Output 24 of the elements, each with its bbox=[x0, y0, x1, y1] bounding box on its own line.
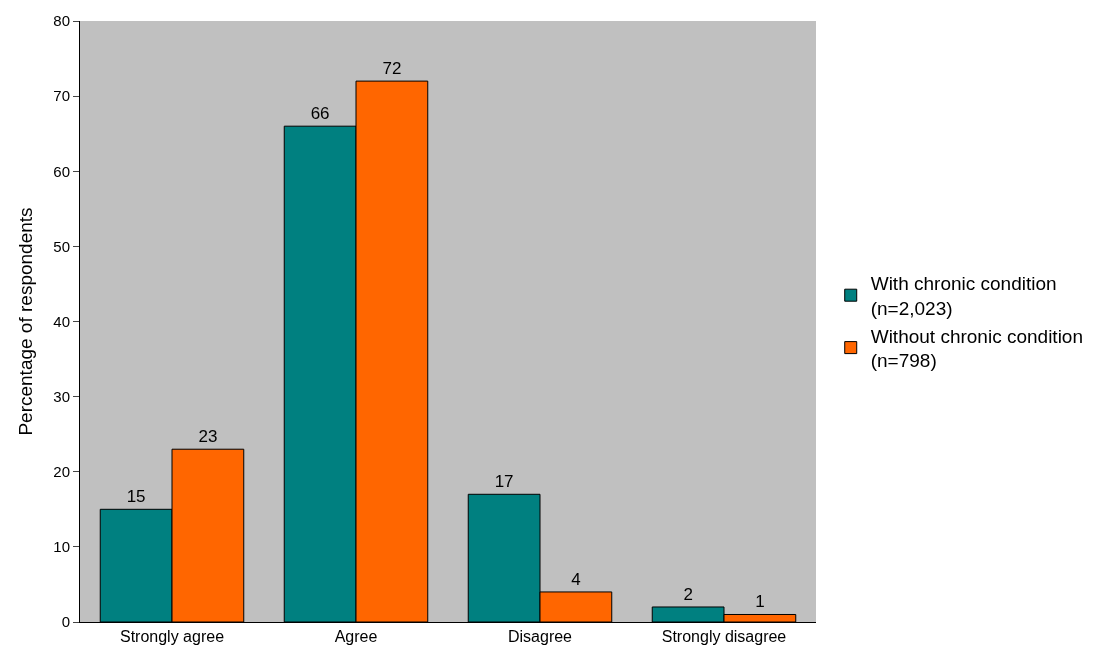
data-label: 4 bbox=[571, 569, 581, 589]
y-tick-label: 10 bbox=[53, 538, 70, 556]
data-label: 1 bbox=[755, 592, 765, 612]
legend-label: Without chronic condition (n=798) bbox=[870, 325, 1083, 372]
y-tick-label: 50 bbox=[53, 237, 70, 255]
data-label: 23 bbox=[198, 427, 218, 447]
x-tick-label: Disagree bbox=[507, 628, 573, 646]
x-tick-label: Strongly agree bbox=[119, 628, 225, 646]
y-tick-label: 80 bbox=[53, 12, 70, 30]
legend-label: With chronic condition (n=2,023) bbox=[870, 273, 1057, 319]
y-tick-label: 20 bbox=[53, 463, 70, 480]
data-label: 66 bbox=[310, 104, 330, 124]
y-tick-label: 40 bbox=[53, 312, 70, 330]
data-label: 15 bbox=[126, 487, 146, 507]
y-tick-label: 70 bbox=[53, 87, 70, 105]
y-axis-title: Percentage of respondents bbox=[15, 207, 37, 436]
y-tick-label: 60 bbox=[53, 162, 70, 180]
data-label: 72 bbox=[382, 59, 402, 79]
y-tick-label: 30 bbox=[53, 387, 70, 405]
data-label: 2 bbox=[683, 584, 693, 604]
y-tick-label: 0 bbox=[61, 613, 70, 631]
x-tick-label: Strongly disagree bbox=[661, 628, 787, 646]
data-label: 17 bbox=[494, 472, 514, 492]
x-tick-label: Agree bbox=[334, 628, 378, 646]
